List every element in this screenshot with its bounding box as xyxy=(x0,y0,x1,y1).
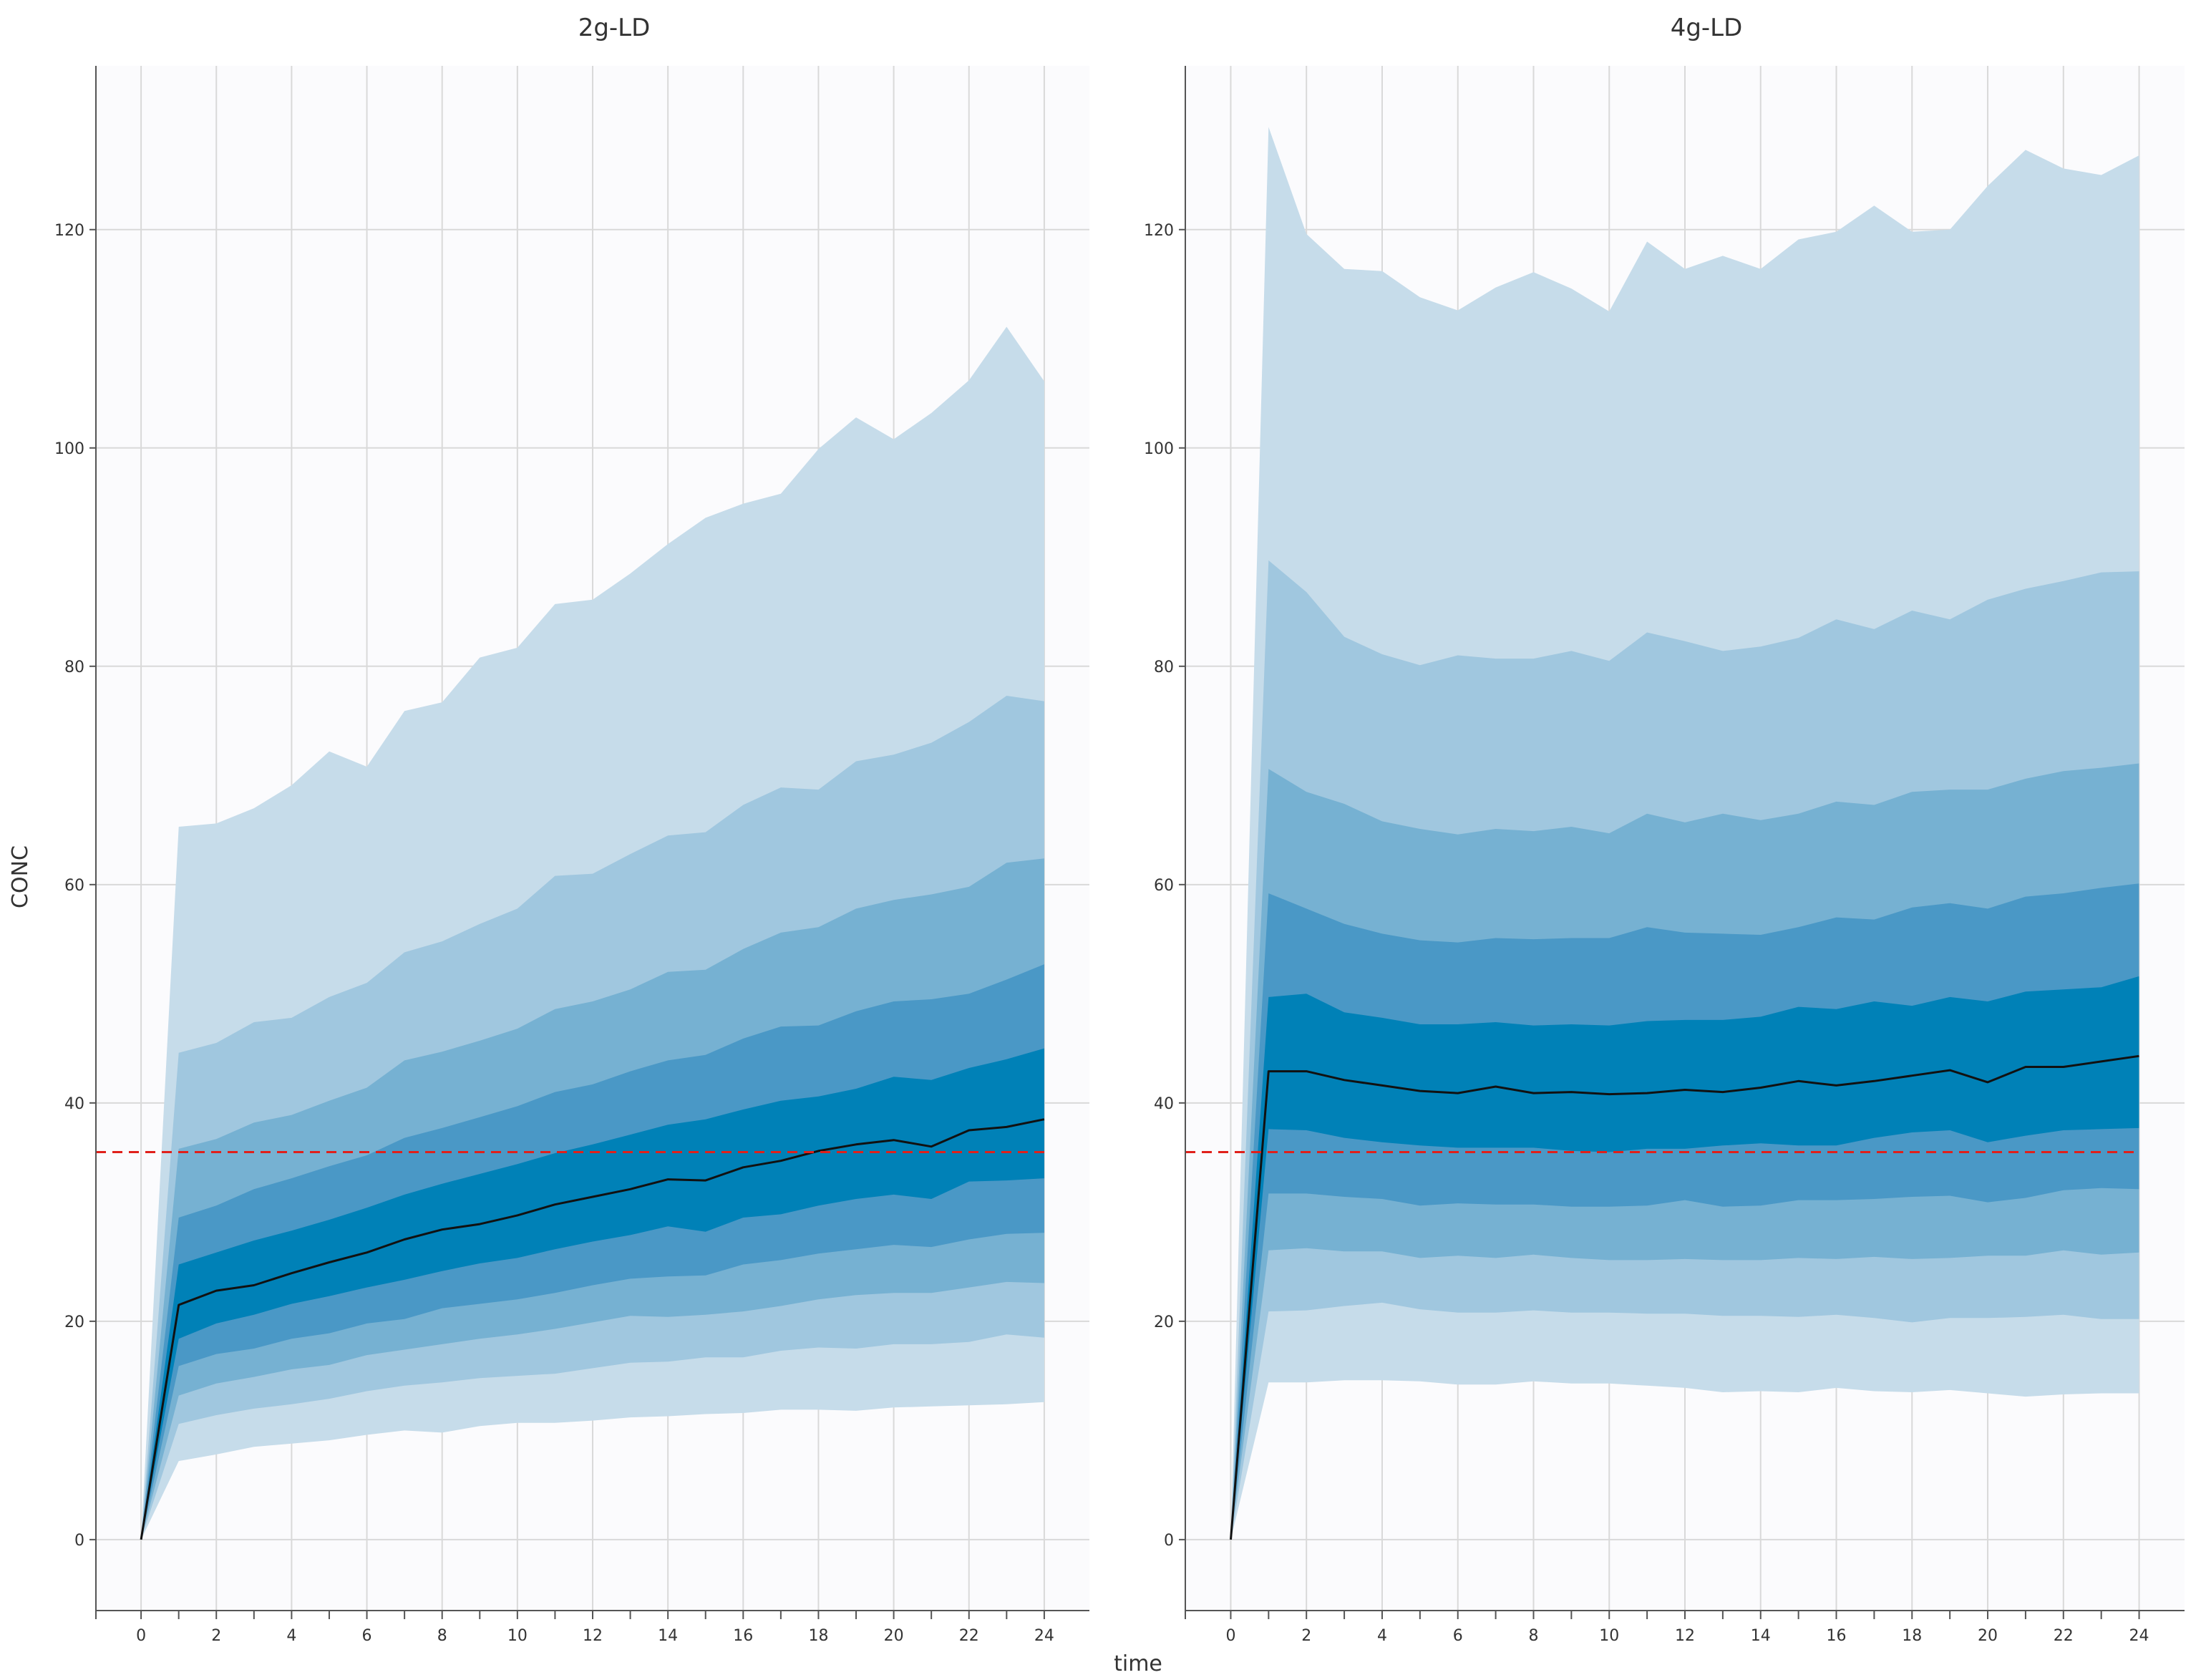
x-tick-label: 16 xyxy=(1827,1627,1847,1645)
median-line xyxy=(140,1118,1045,1540)
y-tick-label: 80 xyxy=(1154,659,1174,676)
x-tick-label: 12 xyxy=(583,1627,603,1645)
y-tick-label: 100 xyxy=(54,440,84,458)
y-tick-label: 40 xyxy=(64,1095,84,1113)
y-tick-label: 60 xyxy=(64,877,84,895)
x-tick-label: 20 xyxy=(1978,1627,1998,1645)
x-tick-label: 18 xyxy=(1902,1627,1922,1645)
y-tick-label: 120 xyxy=(1144,222,1174,240)
band-20-interval xyxy=(141,1048,1044,1540)
x-tick-label: 8 xyxy=(437,1627,447,1645)
y-tick-label: 60 xyxy=(1154,877,1174,895)
band-20-interval xyxy=(1230,976,2139,1540)
y-tick-label: 0 xyxy=(74,1532,84,1550)
y-tick-label: 40 xyxy=(1154,1095,1174,1113)
x-tick-label: 6 xyxy=(362,1627,372,1645)
y-tick-label: 80 xyxy=(64,659,84,676)
x-tick-label: 0 xyxy=(1225,1627,1235,1645)
median-line xyxy=(1230,1054,2139,1540)
y-axis-label: CONC xyxy=(8,845,33,908)
panel-title: 4g-LD xyxy=(1671,14,1743,42)
x-tick-label: 14 xyxy=(658,1627,678,1645)
x-tick-label: 14 xyxy=(1751,1627,1771,1645)
x-axis-label: time xyxy=(1114,1651,1162,1676)
y-tick-label: 20 xyxy=(1154,1314,1174,1331)
x-tick-label: 22 xyxy=(959,1627,979,1645)
x-tick-label: 24 xyxy=(2129,1627,2149,1645)
y-tick-label: 120 xyxy=(54,222,84,240)
y-tick-label: 20 xyxy=(64,1314,84,1331)
x-tick-label: 16 xyxy=(733,1627,753,1645)
x-tick-label: 8 xyxy=(1528,1627,1538,1645)
x-tick-label: 22 xyxy=(2054,1627,2074,1645)
x-tick-label: 18 xyxy=(808,1627,828,1645)
x-tick-label: 24 xyxy=(1034,1627,1054,1645)
x-tick-label: 0 xyxy=(136,1627,146,1645)
x-tick-label: 4 xyxy=(1377,1627,1387,1645)
x-tick-label: 2 xyxy=(211,1627,221,1645)
y-tick-label: 0 xyxy=(1164,1532,1174,1550)
x-tick-label: 6 xyxy=(1453,1627,1463,1645)
panel-title: 2g-LD xyxy=(578,14,651,42)
y-tick-label: 100 xyxy=(1144,440,1174,458)
x-tick-label: 10 xyxy=(1599,1627,1619,1645)
x-tick-label: 2 xyxy=(1301,1627,1311,1645)
x-tick-label: 12 xyxy=(1675,1627,1695,1645)
x-tick-label: 20 xyxy=(884,1627,904,1645)
x-tick-label: 4 xyxy=(286,1627,296,1645)
x-tick-label: 10 xyxy=(507,1627,528,1645)
